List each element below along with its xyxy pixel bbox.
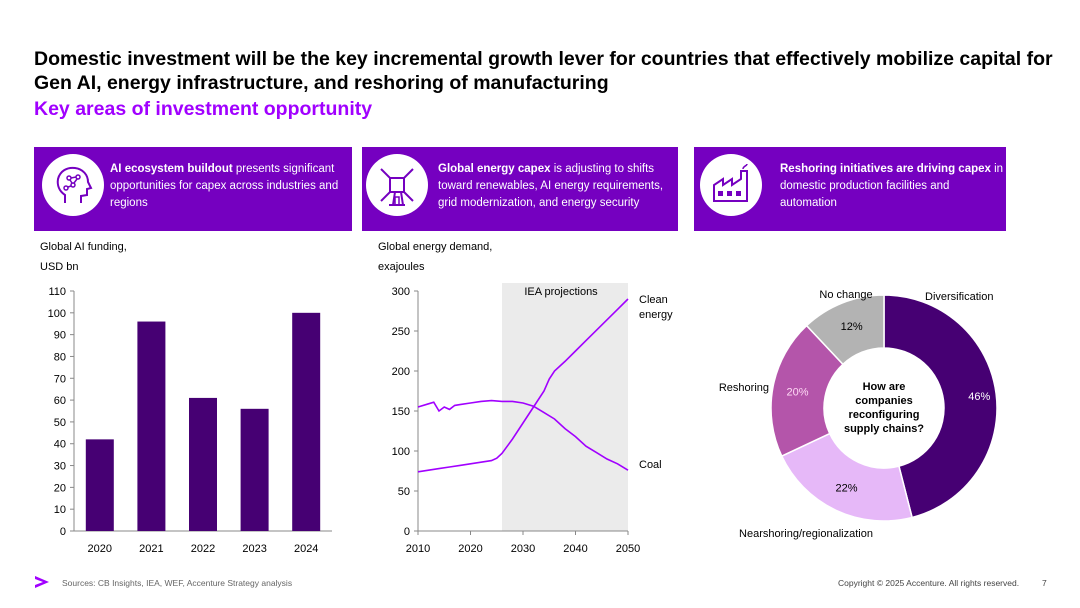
pie-slice (805, 294, 885, 366)
bar-y-tick-label: 90 (54, 330, 66, 342)
bar-y-tick-label: 100 (48, 308, 66, 320)
series-line (417, 399, 629, 471)
card-text: AI ecosystem buildout presents significa… (110, 161, 348, 212)
factory-icon (700, 154, 762, 216)
line-chart-label-line1: Global energy demand, (378, 241, 493, 253)
bar (292, 312, 321, 531)
footer-copyright: Copyright © 2025 Accenture. All rights r… (838, 578, 1020, 588)
page-subtitle: Key areas of investment opportunity (34, 98, 373, 120)
bar-y-tick-label: 80 (54, 351, 66, 363)
bar-y-tick-label: 40 (54, 439, 66, 451)
accenture-logo-icon (35, 576, 49, 588)
bar-y-tick-label: 0 (60, 526, 66, 538)
bar-y-tick-label: 50 (54, 417, 66, 429)
pie-slice (770, 324, 844, 458)
card-rest: is adjusting to shifts toward renewables… (438, 163, 664, 209)
pie-pct-label: 12% (841, 321, 863, 333)
projection-shade (502, 283, 628, 531)
line-chart-label-line2: exajoules (378, 261, 425, 273)
pie-center-label: How are (863, 381, 906, 393)
bar (85, 439, 114, 531)
bar-y-tick-label: 110 (48, 286, 66, 298)
series-line (417, 298, 629, 473)
line-x-tick-label: 2040 (563, 543, 587, 555)
card-ai-ecosystem: AI ecosystem buildout presents significa… (34, 147, 352, 231)
bar-x-tick-label: 2021 (139, 543, 163, 555)
line-x-tick-label: 2010 (406, 543, 430, 555)
pie-slice-label: Diversification (925, 291, 993, 303)
line-x-tick-label: 2030 (511, 543, 535, 555)
bar-y-tick-label: 10 (54, 504, 66, 516)
bar-y-tick-label: 60 (54, 395, 66, 407)
line-chart-label: Global energy demand, exajoules (378, 237, 492, 277)
bar-x-tick-label: 2023 (242, 543, 266, 555)
line-y-tick-label: 200 (392, 366, 410, 378)
pie-pct-label: 22% (836, 483, 858, 495)
bar-x-tick-label: 2022 (191, 543, 215, 555)
line-y-tick-label: 0 (404, 526, 410, 538)
pie-center-label: supply chains? (844, 423, 924, 435)
pie-slice (883, 294, 998, 519)
line-y-tick-label: 50 (398, 486, 410, 498)
line-x-tick-label: 2050 (616, 543, 640, 555)
pie-pct-label: 46% (968, 391, 990, 403)
bar-chart-label: Global AI funding, USD bn (40, 237, 127, 277)
pie-slice-label: No change (819, 289, 872, 301)
bar-y-tick-label: 70 (54, 373, 66, 385)
projection-label: IEA projections (524, 286, 598, 298)
windmill-icon (366, 154, 428, 216)
bar-chart-label-line2: USD bn (40, 261, 79, 273)
card-reshoring: Reshoring initiatives are driving capex … (694, 147, 1006, 231)
card-rest: in domestic production facilities and au… (780, 163, 1004, 209)
bar-x-tick-label: 2020 (88, 543, 112, 555)
brain-head-icon (42, 154, 104, 216)
line-y-tick-label: 300 (392, 286, 410, 298)
card-bold: Reshoring initiatives are driving capex (780, 163, 991, 175)
line-y-tick-label: 100 (392, 446, 410, 458)
bar-x-tick-label: 2024 (294, 543, 318, 555)
bar-y-tick-label: 30 (54, 461, 66, 473)
pie-center-label: companies (855, 395, 912, 407)
bar (240, 408, 269, 531)
series-label: Coal (639, 459, 662, 471)
card-energy-capex: Global energy capex is adjusting to shif… (362, 147, 678, 231)
pie-center-label: reconfiguring (849, 409, 920, 421)
pie-slice (780, 432, 914, 522)
pie-slice-label: Nearshoring/regionalization (739, 528, 873, 540)
page-title: Domestic investment will be the key incr… (34, 48, 1053, 94)
page-number: 7 (1042, 578, 1047, 588)
pie-pct-label: 20% (787, 387, 809, 399)
card-text: Reshoring initiatives are driving capex … (780, 161, 1004, 212)
bar (137, 321, 166, 531)
line-x-tick-label: 2020 (458, 543, 482, 555)
card-bold: Global energy capex (438, 163, 551, 175)
pie-slice-label: Reshoring (719, 382, 769, 394)
footer-sources: Sources: CB Insights, IEA, WEF, Accentur… (62, 578, 293, 588)
bar-y-tick-label: 20 (54, 482, 66, 494)
series-label: energy (639, 309, 673, 321)
card-text: Global energy capex is adjusting to shif… (438, 161, 674, 212)
pie-center (826, 350, 942, 466)
line-y-tick-label: 250 (392, 326, 410, 338)
series-label: Clean (639, 294, 668, 306)
card-rest: presents significant opportunities for c… (110, 163, 339, 209)
card-bold: AI ecosystem buildout (110, 163, 233, 175)
line-y-tick-label: 150 (392, 406, 410, 418)
bar (189, 397, 217, 531)
bar-chart-label-line1: Global AI funding, (40, 241, 127, 253)
